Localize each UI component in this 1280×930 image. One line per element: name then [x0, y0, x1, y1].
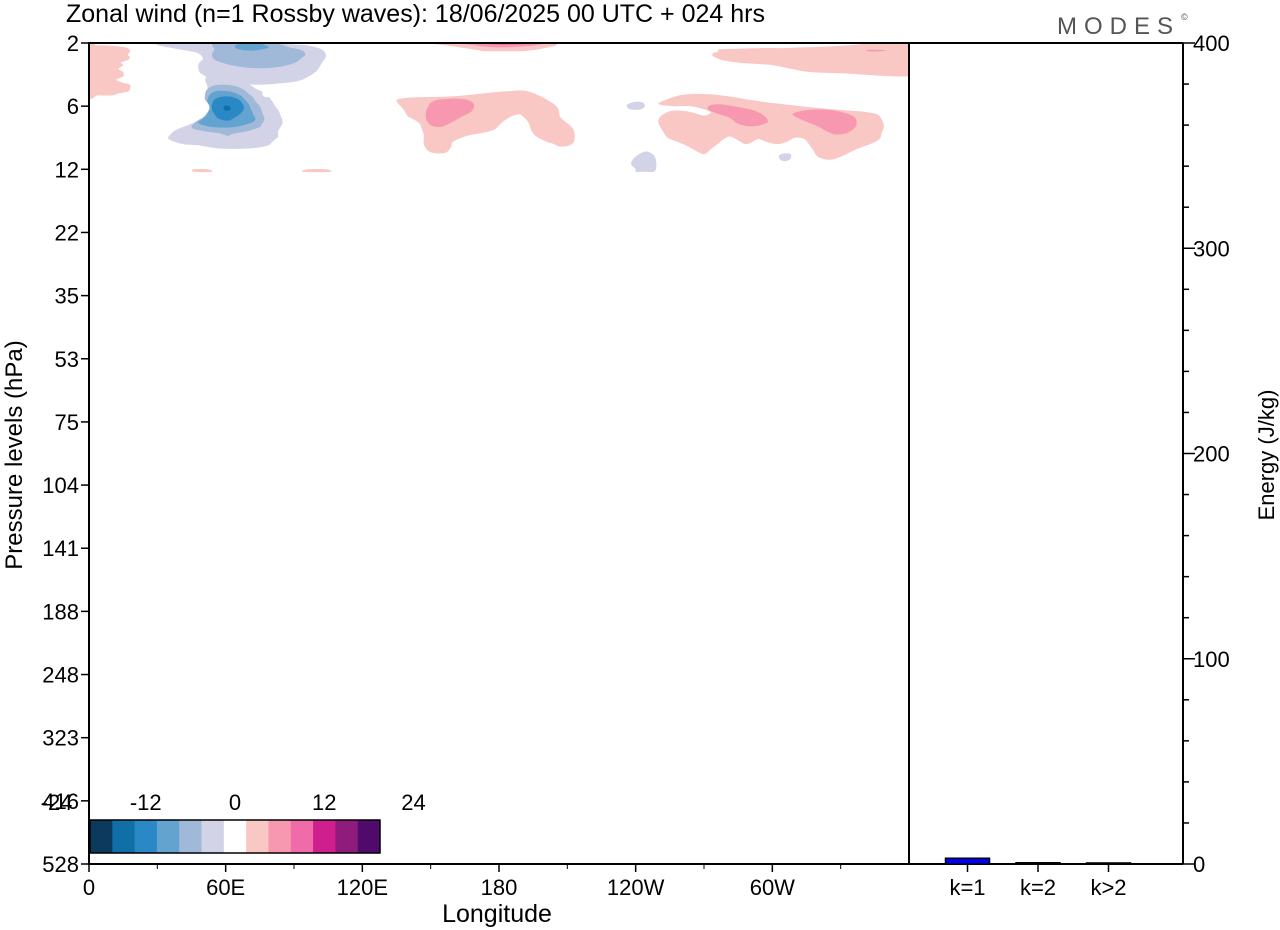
energy-category-label: k=2: [1020, 875, 1056, 900]
colorbar-label: -24: [41, 790, 73, 815]
contour-pos-3: [89, 43, 131, 99]
colorbar-swatch: [335, 820, 359, 853]
contour-neg-3: [778, 153, 792, 162]
modes-logo-text: MODES: [1057, 13, 1180, 40]
contour-pos-3: [191, 169, 213, 173]
contour-neg-3: [626, 101, 645, 110]
energy-bar: [1085, 862, 1132, 865]
modes-logo: MODES ©: [1057, 12, 1188, 40]
colorbar-swatch: [112, 820, 136, 853]
x-tick-label: 120E: [337, 875, 388, 900]
contour-pos-3: [712, 43, 909, 77]
colorbar-swatch: [90, 820, 113, 853]
y-tick-label: 188: [42, 599, 79, 624]
x-tick-label: 60E: [206, 875, 245, 900]
y-tick-label: 35: [55, 284, 79, 309]
colorbar-swatch: [179, 820, 203, 853]
contour-pos-6: [792, 109, 857, 135]
contour-neg-3: [631, 151, 657, 173]
y-tick-label: 248: [42, 663, 79, 688]
energy-tick-label: 400: [1193, 31, 1230, 56]
colorbar-swatch: [246, 820, 269, 853]
y-tick-label: 53: [55, 347, 79, 372]
x-tick-label: 0: [83, 875, 95, 900]
energy-category-label: k=1: [949, 875, 985, 900]
contour-pos-6: [866, 49, 887, 52]
colorbar-swatch: [134, 820, 158, 853]
energy-tick-label: 0: [1193, 852, 1205, 877]
x-axis-label: Longitude: [442, 900, 552, 928]
y-tick-label: 416: [42, 789, 79, 814]
y-tick-label: 104: [42, 473, 79, 498]
y-axis-label: Pressure levels (hPa): [1, 340, 28, 569]
energy-bar-panel: 0 100 200 300 400 k=1 k=2 k>2: [909, 31, 1230, 900]
colorbar-swatch: [201, 820, 225, 853]
contour-fills: [89, 43, 909, 173]
energy-tick-label: 300: [1193, 236, 1230, 261]
y-tick-label: 528: [42, 852, 79, 877]
y-tick-label: 141: [42, 536, 79, 561]
energy-axis-label: Energy (J/kg): [1254, 390, 1279, 521]
contour-pos-6: [425, 98, 475, 128]
colorbar-swatch: [268, 820, 292, 853]
contour-neg-15: [223, 105, 231, 111]
x-tick-label: 120W: [607, 875, 665, 900]
contour-pos-3: [301, 169, 332, 173]
colorbar-label: 12: [312, 790, 336, 815]
colorbar-swatch: [290, 820, 314, 853]
heatmap-panel: -24 -12 0 12 24 2 6 12 22 35 53 75 104 141 188 248 323 4…: [41, 31, 910, 900]
y-tick-label: 323: [42, 726, 79, 751]
energy-tick-label: 200: [1193, 442, 1230, 467]
contour-neg-9: [234, 43, 269, 51]
x-tick-label: 180: [481, 875, 518, 900]
modes-logo-mark: ©: [1181, 12, 1188, 22]
energy-bar: [944, 857, 991, 865]
colorbar-swatch: [223, 820, 247, 853]
colorbar-swatch: [357, 820, 381, 853]
x-tick-label: 60W: [750, 875, 795, 900]
y-tick-label: 12: [55, 157, 79, 182]
chart-title: Zonal wind (n=1 Rossby waves): 18/06/202…: [66, 0, 765, 28]
y-tick-label: 22: [55, 220, 79, 245]
heatmap-background: [89, 43, 909, 864]
colorbar-swatch: [313, 820, 336, 853]
contour-pos-6: [707, 104, 768, 127]
colorbar: -24 -12 0 12 24: [41, 790, 426, 854]
y-tick-label: 6: [67, 94, 79, 119]
colorbar-label: 24: [401, 790, 425, 815]
energy-bar: [1015, 862, 1061, 865]
colorbar-label: 0: [229, 790, 241, 815]
energy-category-label: k>2: [1090, 875, 1126, 900]
colorbar-swatch: [156, 820, 180, 853]
colorbar-label: -12: [130, 790, 162, 815]
y-tick-label: 2: [67, 31, 79, 56]
y-tick-label: 75: [55, 410, 79, 435]
energy-tick-label: 100: [1193, 647, 1230, 672]
contour-neg-6: [211, 43, 306, 69]
